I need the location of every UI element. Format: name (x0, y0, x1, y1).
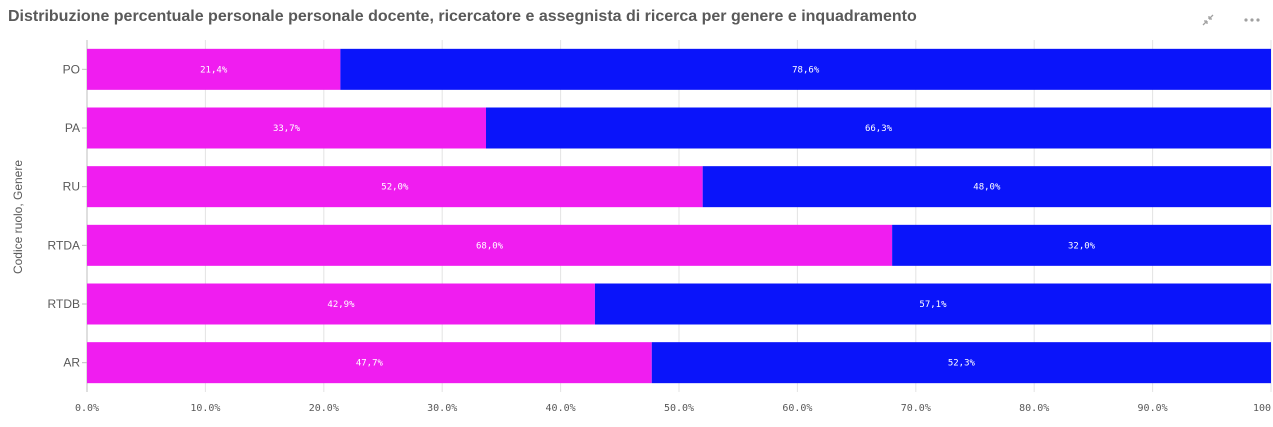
bar-segment (340, 48, 1272, 90)
bar-segment (702, 166, 1271, 208)
bar-segment (87, 48, 341, 90)
x-tick-label: 40.0% (546, 403, 576, 414)
category-label: RU (63, 180, 80, 194)
bar-segment (594, 283, 1271, 325)
data-label: 42,9% (327, 300, 355, 310)
category-label: PO (63, 62, 80, 76)
data-label: 32,0% (1068, 241, 1096, 251)
x-tick-label: 0.0% (75, 403, 99, 414)
data-label: 78,6% (792, 65, 820, 75)
data-label: 52,0% (381, 183, 409, 193)
data-label: 33,7% (273, 124, 301, 134)
x-tick-label: 50.0% (664, 403, 694, 414)
data-label: 57,1% (919, 300, 947, 310)
x-tick-label: 60.0% (782, 403, 812, 414)
collapse-icon[interactable] (1196, 8, 1220, 32)
data-label: 47,7% (356, 359, 384, 369)
data-label: 48,0% (973, 183, 1001, 193)
data-label: 68,0% (476, 241, 504, 251)
category-label: RTDB (48, 297, 80, 311)
category-label: RTDA (48, 238, 80, 252)
bar-segment (87, 224, 893, 266)
bar-segment (87, 342, 652, 384)
x-tick-label: 70.0% (901, 403, 931, 414)
bar-segment (87, 283, 595, 325)
bar-segment (651, 342, 1271, 384)
x-tick-label: 100.0% (1253, 403, 1273, 414)
bar-segment (87, 107, 487, 149)
bar-segment (892, 224, 1271, 266)
data-label: 21,4% (200, 65, 228, 75)
data-label: 66,3% (865, 124, 893, 134)
data-label: 52,3% (948, 359, 976, 369)
chart-title: Distribuzione percentuale personale pers… (8, 8, 917, 25)
bar-segment (486, 107, 1271, 149)
x-tick-label: 80.0% (1019, 403, 1049, 414)
more-options-icon[interactable] (1240, 8, 1264, 32)
x-tick-label: 90.0% (1138, 403, 1168, 414)
category-label: AR (63, 356, 80, 370)
x-tick-label: 10.0% (190, 403, 220, 414)
x-tick-label: 20.0% (309, 403, 339, 414)
bar-segment (87, 166, 703, 208)
category-label: PA (65, 121, 80, 135)
x-tick-label: 30.0% (427, 403, 457, 414)
